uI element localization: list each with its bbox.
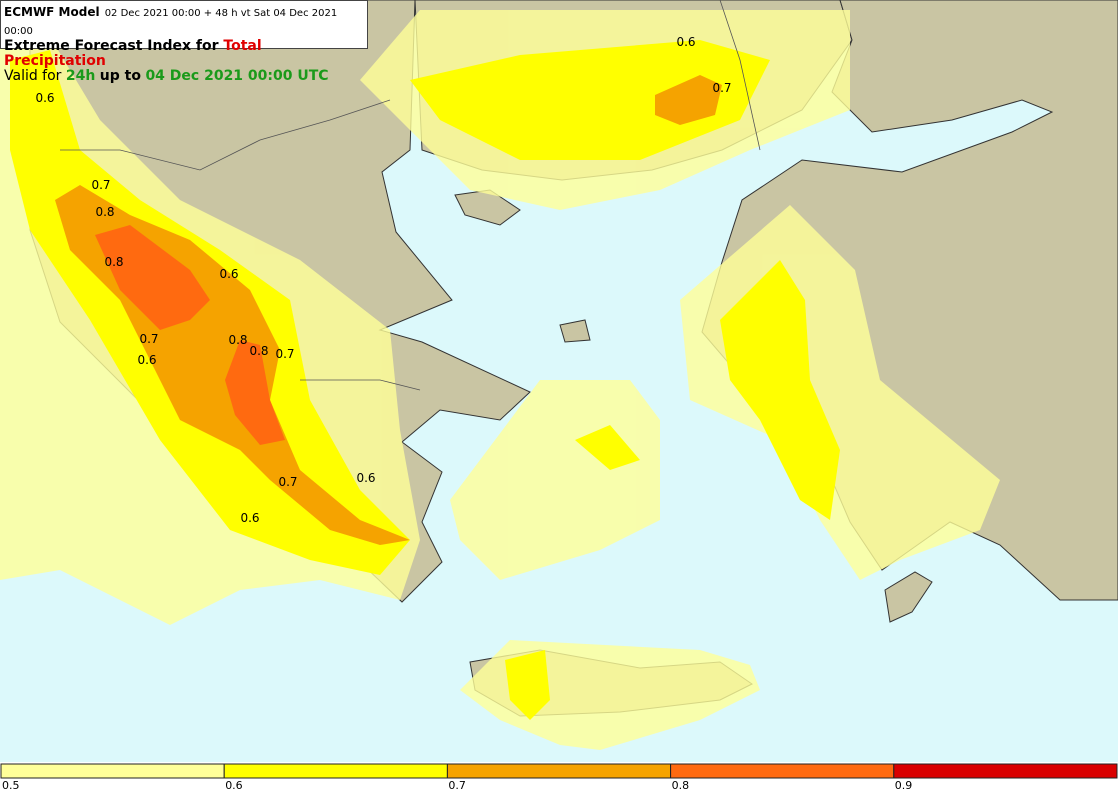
contour-label: 0.6	[35, 91, 54, 105]
contour-label: 0.6	[676, 35, 695, 49]
run: 02 Dec 2021 00:00 + 48 h vt Sat 04 Dec 2…	[4, 8, 338, 37]
colorbar: 0.5 0.6 0.7 0.8 0.9	[0, 763, 1118, 792]
period: 24h	[65, 68, 96, 84]
contour-label: 0.7	[275, 347, 294, 361]
contour-label: 0.8	[104, 255, 123, 269]
header-line-2: Extreme Forecast Index for Total Precipi…	[4, 39, 367, 69]
contour-label: 0.7	[712, 81, 731, 95]
colorbar-label: 0.8	[672, 779, 690, 792]
model: ECMWF Model	[4, 5, 100, 19]
colorbar-segment	[670, 763, 895, 779]
header: ECMWF Model 02 Dec 2021 00:00 + 48 h vt …	[0, 0, 368, 84]
borders	[60, 0, 761, 391]
contour-label: 0.8	[95, 205, 114, 219]
contour-label: 0.7	[91, 178, 110, 192]
header-line-3: Valid for 24h up to 04 Dec 2021 00:00 UT…	[4, 69, 367, 84]
contour-label: 0.6	[219, 267, 238, 281]
colorbar-segment	[0, 763, 225, 779]
colorbar-segment	[446, 763, 672, 779]
contour-label: 0.6	[356, 471, 375, 485]
contour-label: 0.7	[139, 332, 158, 346]
contour-label: 0.6	[137, 353, 156, 367]
contour-label: 0.6	[240, 511, 259, 525]
colorbar-label: 0.5	[2, 779, 20, 792]
colorbar-label: 0.9	[895, 779, 913, 792]
header-line-1: ECMWF Model 02 Dec 2021 00:00 + 48 h vt …	[4, 3, 367, 39]
efi-08	[95, 225, 210, 330]
colorbar-label: 0.7	[448, 779, 466, 792]
valid-mid: up to	[99, 68, 141, 84]
efi-08	[225, 340, 285, 445]
contour-labels: 0.60.70.60.70.80.80.60.7 0.80.8 0.70.60.60…	[35, 35, 731, 525]
contour-label: 0.8	[249, 344, 268, 358]
colorbar-segment	[893, 763, 1118, 779]
efi-07	[655, 75, 722, 125]
valid-prefix: Valid for	[4, 68, 62, 84]
contour-label: 0.8	[228, 333, 247, 347]
valid-time: 04 Dec 2021 00:00 UTC	[145, 68, 329, 84]
contour-label: 0.7	[278, 475, 297, 489]
parameter: Total Precipitation	[4, 38, 262, 69]
title-prefix: Extreme Forecast Index for	[4, 38, 219, 54]
colorbar-label: 0.6	[225, 779, 243, 792]
colorbar-segment	[223, 763, 448, 779]
